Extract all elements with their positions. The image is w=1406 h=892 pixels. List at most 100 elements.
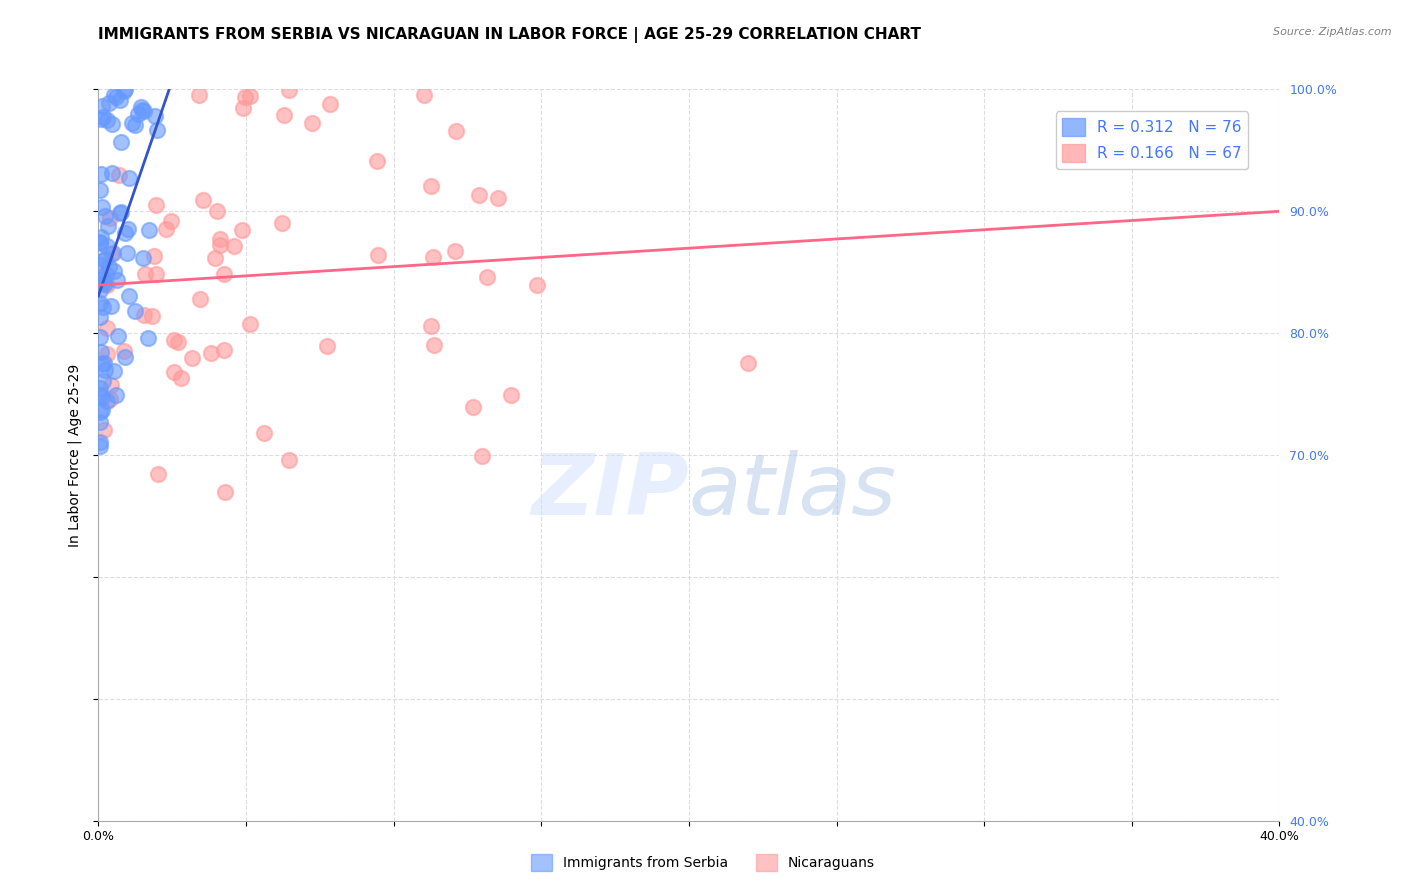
Point — [141, 309, 163, 323]
Point — [209, 232, 232, 246]
Point — [214, 484, 236, 499]
Point — [118, 289, 141, 303]
Point — [110, 135, 132, 149]
Point — [444, 123, 467, 137]
Point — [94, 362, 117, 376]
Point — [224, 239, 246, 253]
Point — [114, 226, 136, 240]
Point — [187, 88, 209, 103]
Legend: Immigrants from Serbia, Nicaraguans: Immigrants from Serbia, Nicaraguans — [526, 848, 880, 876]
Point — [253, 425, 276, 440]
Legend: R = 0.312   N = 76, R = 0.166   N = 67: R = 0.312 N = 76, R = 0.166 N = 67 — [1056, 112, 1249, 169]
Point — [315, 339, 337, 353]
Point — [89, 283, 111, 297]
Point — [232, 101, 254, 115]
Point — [89, 439, 111, 453]
Y-axis label: In Labor Force | Age 25-29: In Labor Force | Age 25-29 — [67, 363, 82, 547]
Point — [138, 223, 160, 237]
Point — [93, 252, 115, 267]
Point — [110, 93, 132, 107]
Point — [468, 187, 491, 202]
Point — [124, 118, 146, 132]
Point — [132, 309, 155, 323]
Point — [101, 246, 124, 260]
Point — [96, 278, 118, 293]
Point — [115, 245, 138, 260]
Point — [96, 320, 118, 334]
Text: ZIP: ZIP — [531, 450, 689, 533]
Point — [110, 204, 132, 219]
Point — [124, 303, 146, 318]
Point — [93, 374, 115, 388]
Point — [191, 193, 214, 207]
Point — [461, 400, 484, 414]
Point — [413, 88, 436, 103]
Point — [477, 270, 499, 285]
Point — [301, 115, 323, 129]
Point — [91, 98, 114, 112]
Point — [271, 216, 294, 230]
Point — [239, 89, 262, 103]
Point — [420, 179, 443, 194]
Point — [132, 252, 155, 266]
Point — [163, 333, 186, 347]
Point — [108, 168, 131, 182]
Point — [129, 100, 152, 114]
Point — [180, 351, 202, 365]
Point — [105, 273, 128, 287]
Point — [89, 235, 111, 250]
Point — [97, 260, 120, 274]
Point — [98, 96, 121, 111]
Point — [98, 392, 121, 406]
Point — [90, 358, 112, 372]
Point — [420, 318, 443, 333]
Point — [100, 378, 122, 392]
Point — [93, 356, 115, 370]
Point — [118, 171, 141, 186]
Point — [134, 267, 156, 281]
Point — [90, 268, 112, 283]
Point — [96, 113, 118, 128]
Point — [103, 364, 125, 378]
Point — [148, 467, 170, 481]
Point — [96, 394, 118, 409]
Point — [443, 244, 465, 258]
Point — [94, 277, 117, 291]
Point — [89, 236, 111, 251]
Point — [200, 346, 222, 360]
Point — [366, 154, 388, 169]
Point — [100, 117, 122, 131]
Point — [94, 209, 117, 223]
Point — [146, 123, 169, 137]
Point — [100, 247, 122, 261]
Point — [103, 264, 125, 278]
Point — [159, 214, 181, 228]
Point — [112, 84, 135, 98]
Point — [98, 211, 121, 226]
Point — [91, 301, 114, 315]
Point — [91, 110, 114, 124]
Point — [143, 109, 166, 123]
Point — [319, 97, 342, 112]
Point — [105, 388, 128, 402]
Point — [422, 251, 444, 265]
Point — [91, 402, 114, 417]
Point — [127, 107, 149, 121]
Point — [132, 103, 155, 118]
Point — [170, 371, 193, 385]
Point — [145, 267, 167, 281]
Point — [103, 88, 125, 103]
Point — [204, 251, 226, 265]
Point — [93, 276, 115, 290]
Point — [121, 116, 143, 130]
Point — [499, 387, 522, 401]
Point — [101, 166, 124, 180]
Point — [105, 89, 128, 103]
Point — [89, 296, 111, 310]
Point — [90, 112, 112, 127]
Point — [94, 252, 117, 266]
Point — [90, 200, 112, 214]
Point — [278, 453, 301, 467]
Point — [89, 183, 111, 197]
Point — [188, 292, 211, 306]
